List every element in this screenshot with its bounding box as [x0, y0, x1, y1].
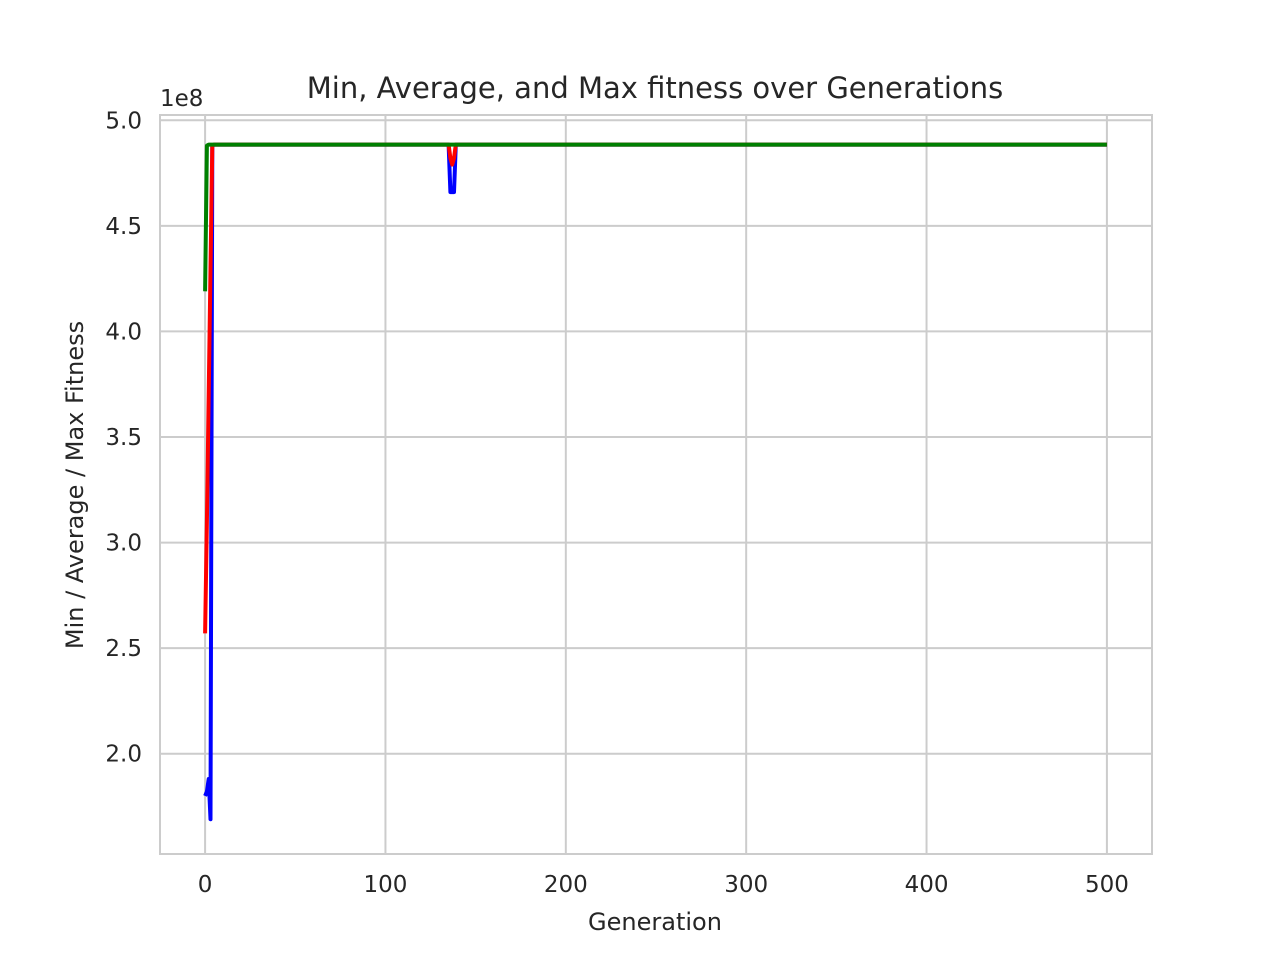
- x-tick-labels: 0 100 200 300 400 500: [198, 872, 1129, 898]
- y-tick-label: 4.0: [105, 319, 142, 345]
- grid-lines: [160, 115, 1152, 854]
- x-tick-label: 300: [724, 872, 768, 898]
- y-tick-label: 3.0: [105, 531, 142, 557]
- y-tick-label: 5.0: [105, 108, 142, 134]
- y-tick-labels: 2.0 2.5 3.0 3.5 4.0 4.5 5.0: [105, 108, 142, 767]
- y-axis-offset-label: 1e8: [160, 86, 203, 112]
- x-tick-label: 0: [198, 872, 213, 898]
- series-lines: [203, 142, 1107, 822]
- x-axis-label: Generation: [588, 908, 722, 936]
- y-tick-label: 3.5: [105, 425, 142, 451]
- y-tick-label: 2.5: [105, 636, 142, 662]
- plot-frame: [159, 114, 1153, 855]
- chart-title: Min, Average, and Max fitness over Gener…: [307, 71, 1003, 105]
- x-tick-label: 200: [544, 872, 588, 898]
- x-tick-label: 400: [905, 872, 949, 898]
- y-axis-label: Min / Average / Max Fitness: [61, 321, 89, 649]
- x-tick-label: 100: [364, 872, 408, 898]
- x-tick-label: 500: [1085, 872, 1129, 898]
- y-tick-label: 4.5: [105, 214, 142, 240]
- y-tick-label: 2.0: [105, 742, 142, 768]
- series-line-3: [203, 142, 1107, 292]
